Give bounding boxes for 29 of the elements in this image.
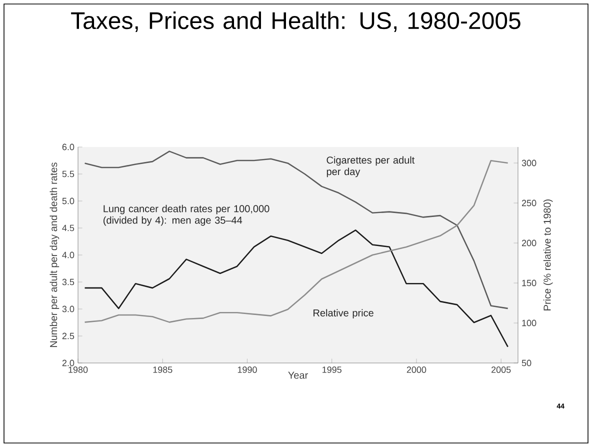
y2-tick-label: 200 — [522, 240, 536, 246]
y2-tick-label: 100 — [522, 320, 536, 326]
y-tick-label: 4.0 — [62, 252, 74, 258]
y2-axis-title: Price (% relative to 1980) — [543, 200, 553, 310]
y2-tick-label: 300 — [522, 160, 536, 166]
x-tick-label: 2000 — [406, 366, 426, 373]
series-label: Cigarettes per adult per day — [326, 156, 415, 178]
y-tick-label: 4.5 — [62, 224, 74, 232]
x-tick-label: 1985 — [153, 366, 172, 373]
y-tick-label: 6.0 — [62, 144, 74, 150]
x-axis-title: Year — [288, 372, 308, 379]
y-axis-title: Number per adult per day and death rates — [50, 162, 60, 348]
x-tick-label: 1990 — [238, 366, 257, 373]
y-tick-label: 5.5 — [62, 170, 74, 178]
x-tick-label: 1995 — [322, 366, 342, 373]
y-tick-label: 2.0 — [62, 360, 74, 366]
line-series — [84, 230, 508, 348]
series-label: Lung cancer death rates per 100,000 (divided by 4): men age 35–44 — [104, 204, 270, 226]
chart-title: Taxes, Prices and Health: US, 1980-2005 — [71, 12, 520, 32]
y2-tick-label: 150 — [522, 280, 536, 286]
y2-tick-label: 250 — [522, 200, 536, 206]
y-tick-label: 3.0 — [62, 306, 74, 312]
y-tick-label: 3.5 — [62, 278, 74, 286]
series-label: Relative price — [314, 309, 374, 318]
y-tick-label: 5.0 — [62, 198, 74, 204]
y2-tick-label: 50 — [522, 360, 532, 366]
y-tick-label: 2.5 — [62, 332, 74, 340]
x-tick-label: 2005 — [492, 366, 511, 373]
x-tick-label: 1980 — [68, 366, 88, 373]
